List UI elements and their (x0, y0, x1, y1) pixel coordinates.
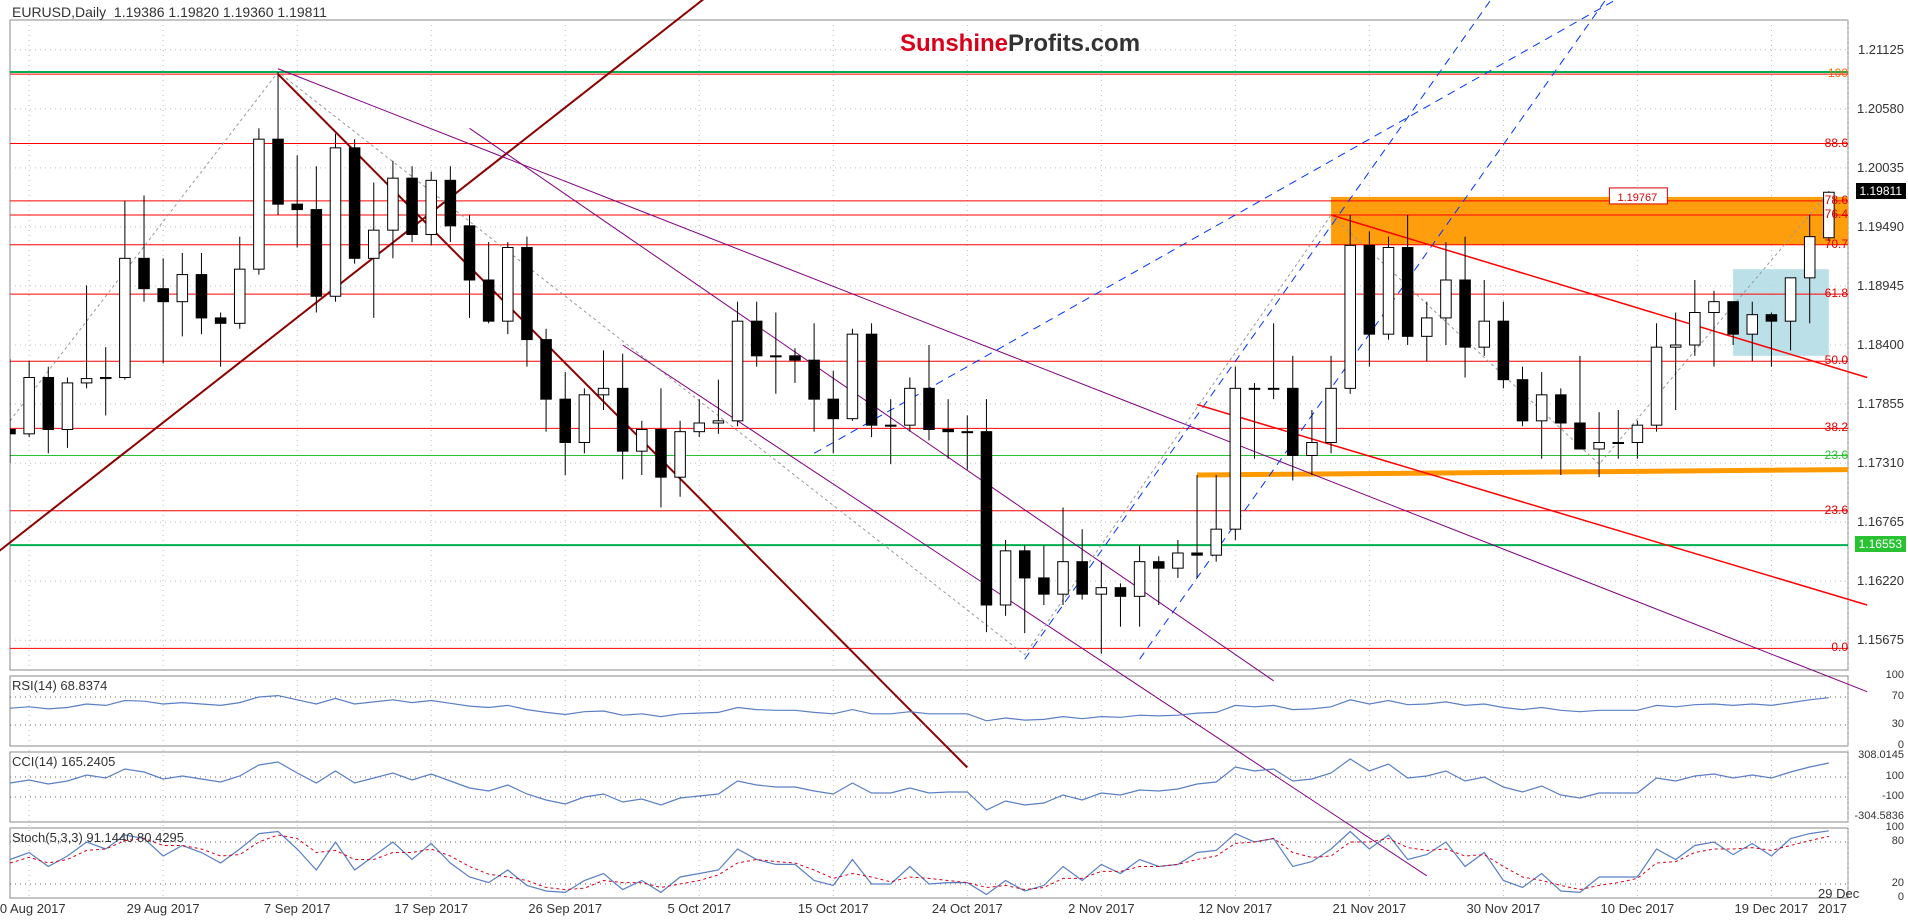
price-tag: 1.19811 (1856, 183, 1907, 199)
xtick: 12 Nov 2017 (1198, 901, 1272, 916)
xtick: 24 Oct 2017 (932, 901, 1003, 916)
xtick: 10 Dec 2017 (1601, 901, 1675, 916)
fib-label: 38.2 (1825, 420, 1848, 434)
ind-ytag: 308.0145 (1858, 749, 1904, 761)
ind-ytag: 0 (1898, 891, 1904, 903)
ytick: 1.18945 (1857, 278, 1904, 293)
ytick: 1.19490 (1857, 219, 1904, 234)
ytick: 1.18400 (1857, 337, 1904, 352)
fib-label: 100 (1828, 66, 1848, 80)
xtick: 29 Dec 2017 (1818, 886, 1878, 916)
ind-ytag: 80 (1892, 835, 1904, 847)
ind-ytag: 30 (1892, 718, 1904, 730)
watermark: SunshineProfits.com (900, 30, 1140, 58)
xtick: 26 Sep 2017 (528, 901, 602, 916)
indicator-title: CCI(14) 165.2405 (12, 754, 115, 769)
xtick: 19 Dec 2017 (1735, 901, 1809, 916)
ind-ytag: 20 (1892, 877, 1904, 889)
chart-root: 1.19767 EURUSD,Daily 1.19386 1.19820 1.1… (0, 0, 1908, 920)
fib-label: 23.6 (1825, 503, 1848, 517)
price-tag: 1.16553 (1855, 536, 1906, 552)
ind-ytag: -100 (1882, 790, 1904, 802)
ytick: 1.20035 (1857, 160, 1904, 175)
xtick: 20 Aug 2017 (0, 901, 66, 916)
xtick: 5 Oct 2017 (667, 901, 731, 916)
xtick: 2 Nov 2017 (1068, 901, 1135, 916)
ind-ytag: 100 (1886, 669, 1904, 681)
ind-ytag: 100 (1886, 821, 1904, 833)
ytick: 1.20580 (1857, 101, 1904, 116)
fib-label: 61.8 (1825, 286, 1848, 300)
xtick: 17 Sep 2017 (394, 901, 468, 916)
fib-label: 76.4 (1825, 207, 1848, 221)
fib-label: 0.0 (1831, 640, 1848, 654)
fib-label: 78.6 (1825, 193, 1848, 207)
xtick: 7 Sep 2017 (264, 901, 331, 916)
ind-ytag: 70 (1892, 690, 1904, 702)
ytick: 1.16765 (1857, 514, 1904, 529)
ytick: 1.15675 (1857, 632, 1904, 647)
ytick: 1.21125 (1858, 42, 1904, 57)
ytick: 1.17855 (1857, 396, 1904, 411)
ytick: 1.17310 (1857, 455, 1904, 470)
ind-ytag: 100 (1886, 770, 1904, 782)
fib-label: 50.0 (1825, 353, 1848, 367)
xtick: 21 Nov 2017 (1332, 901, 1406, 916)
xtick: 29 Aug 2017 (127, 901, 200, 916)
xtick: 30 Nov 2017 (1467, 901, 1541, 916)
ytick: 1.16220 (1857, 573, 1904, 588)
indicator-title: RSI(14) 68.8374 (12, 678, 107, 693)
fib-label: 23.6 (1825, 448, 1848, 462)
xtick: 15 Oct 2017 (798, 901, 869, 916)
chart-svg: 1.19767 (0, 0, 1908, 920)
fib-label: 70.7 (1825, 237, 1848, 251)
symbol-label: EURUSD,Daily 1.19386 1.19820 1.19360 1.1… (12, 4, 327, 20)
fib-label: 88.6 (1825, 136, 1848, 150)
svg-text:1.19767: 1.19767 (1618, 192, 1658, 204)
indicator-title: Stoch(5,3,3) 91.1440 80.4295 (12, 830, 184, 845)
